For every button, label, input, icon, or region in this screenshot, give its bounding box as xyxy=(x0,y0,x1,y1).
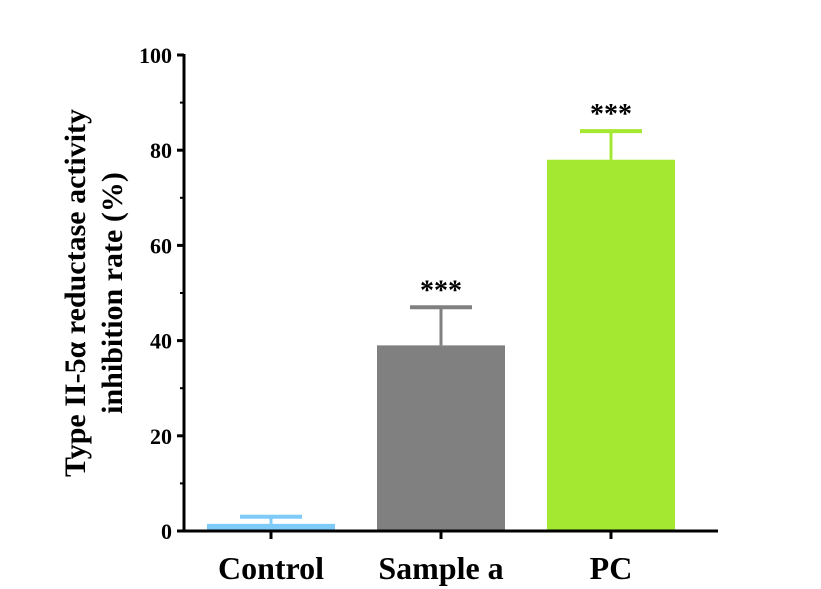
y-tick-label: 0 xyxy=(161,519,172,544)
x-tick-label: PC xyxy=(590,550,633,586)
y-tick-label: 20 xyxy=(150,424,172,449)
x-tick-label: Control xyxy=(218,550,324,586)
y-tick-label: 60 xyxy=(150,233,172,258)
y-axis-label-line: inhibition rate (%) xyxy=(96,172,129,414)
significance-label: *** xyxy=(420,275,462,306)
bar-pc xyxy=(547,159,675,530)
y-tick-label: 80 xyxy=(150,138,172,163)
x-tick-label: Sample a xyxy=(378,550,503,586)
bar-sample-a xyxy=(377,345,505,530)
y-tick-label: 100 xyxy=(139,43,172,68)
significance-label: *** xyxy=(590,99,632,130)
y-axis-label-line: Type II-5α reductase activity xyxy=(59,109,92,477)
y-axis-label: Type II-5α reductase activity inhibition … xyxy=(59,109,129,477)
bar-control xyxy=(207,523,335,530)
y-tick-label: 40 xyxy=(150,329,172,354)
